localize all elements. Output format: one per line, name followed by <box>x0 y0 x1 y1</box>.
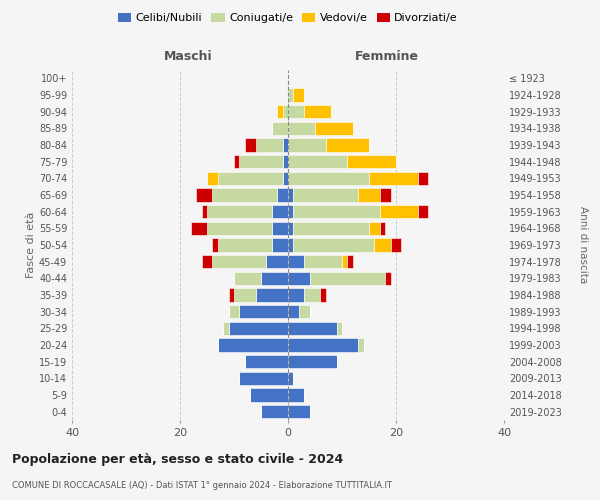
Bar <box>342 255 347 268</box>
Bar <box>310 272 385 285</box>
Bar <box>245 138 256 151</box>
Bar <box>369 172 418 185</box>
Bar <box>288 88 293 102</box>
Bar <box>293 222 369 235</box>
Bar <box>266 255 288 268</box>
Legend: Celibi/Nubili, Coniugati/e, Vedovi/e, Divorziati/e: Celibi/Nubili, Coniugati/e, Vedovi/e, Di… <box>118 12 458 23</box>
Bar <box>277 105 283 118</box>
Bar <box>288 288 304 302</box>
Bar <box>212 255 266 268</box>
Bar <box>250 388 288 402</box>
Bar <box>380 205 418 218</box>
Bar <box>239 305 288 318</box>
Bar <box>261 405 288 418</box>
Bar <box>256 288 288 302</box>
Bar <box>191 222 207 235</box>
Bar <box>288 255 304 268</box>
Bar <box>293 88 304 102</box>
Bar <box>207 222 272 235</box>
Bar <box>288 188 293 202</box>
Bar <box>288 155 347 168</box>
Bar <box>245 355 288 368</box>
Bar <box>202 255 212 268</box>
Bar <box>369 222 380 235</box>
Bar <box>272 205 288 218</box>
Bar <box>288 372 293 385</box>
Y-axis label: Fasce di età: Fasce di età <box>26 212 36 278</box>
Bar <box>288 138 326 151</box>
Bar <box>272 222 288 235</box>
Bar <box>374 238 391 252</box>
Bar <box>418 205 428 218</box>
Bar <box>293 188 358 202</box>
Bar <box>229 322 288 335</box>
Bar <box>256 138 283 151</box>
Bar <box>218 338 288 351</box>
Bar <box>283 138 288 151</box>
Bar <box>288 105 304 118</box>
Bar <box>315 122 353 135</box>
Bar <box>288 222 293 235</box>
Bar <box>288 238 293 252</box>
Y-axis label: Anni di nascita: Anni di nascita <box>578 206 589 284</box>
Bar <box>380 188 391 202</box>
Bar <box>212 188 277 202</box>
Bar <box>223 322 229 335</box>
Bar <box>196 188 212 202</box>
Bar <box>218 172 283 185</box>
Text: Maschi: Maschi <box>164 50 213 63</box>
Bar <box>288 205 293 218</box>
Bar <box>418 172 428 185</box>
Bar <box>212 238 218 252</box>
Text: Femmine: Femmine <box>355 50 419 63</box>
Bar <box>304 105 331 118</box>
Bar <box>272 122 288 135</box>
Text: Popolazione per età, sesso e stato civile - 2024: Popolazione per età, sesso e stato civil… <box>12 452 343 466</box>
Bar <box>283 105 288 118</box>
Bar <box>229 288 234 302</box>
Bar <box>261 272 288 285</box>
Text: COMUNE DI ROCCACASALE (AQ) - Dati ISTAT 1° gennaio 2024 - Elaborazione TUTTITALI: COMUNE DI ROCCACASALE (AQ) - Dati ISTAT … <box>12 481 392 490</box>
Bar <box>283 155 288 168</box>
Bar <box>320 288 326 302</box>
Bar <box>347 155 396 168</box>
Bar <box>288 122 315 135</box>
Bar <box>239 155 283 168</box>
Bar <box>239 372 288 385</box>
Bar <box>207 205 272 218</box>
Bar <box>391 238 401 252</box>
Bar <box>283 172 288 185</box>
Bar <box>202 205 207 218</box>
Bar <box>304 255 342 268</box>
Bar <box>229 305 239 318</box>
Bar <box>207 172 218 185</box>
Bar <box>234 155 239 168</box>
Bar <box>272 238 288 252</box>
Bar <box>304 288 320 302</box>
Bar <box>288 272 310 285</box>
Bar <box>288 322 337 335</box>
Bar <box>326 138 369 151</box>
Bar <box>234 288 256 302</box>
Bar <box>358 188 380 202</box>
Bar <box>234 272 261 285</box>
Bar <box>347 255 353 268</box>
Bar <box>385 272 391 285</box>
Bar <box>288 305 299 318</box>
Bar <box>288 388 304 402</box>
Bar <box>337 322 342 335</box>
Bar <box>288 355 337 368</box>
Bar <box>380 222 385 235</box>
Bar <box>299 305 310 318</box>
Bar <box>288 172 369 185</box>
Bar <box>293 205 380 218</box>
Bar <box>218 238 272 252</box>
Bar <box>293 238 374 252</box>
Bar <box>288 405 310 418</box>
Bar <box>358 338 364 351</box>
Bar <box>277 188 288 202</box>
Bar <box>288 338 358 351</box>
